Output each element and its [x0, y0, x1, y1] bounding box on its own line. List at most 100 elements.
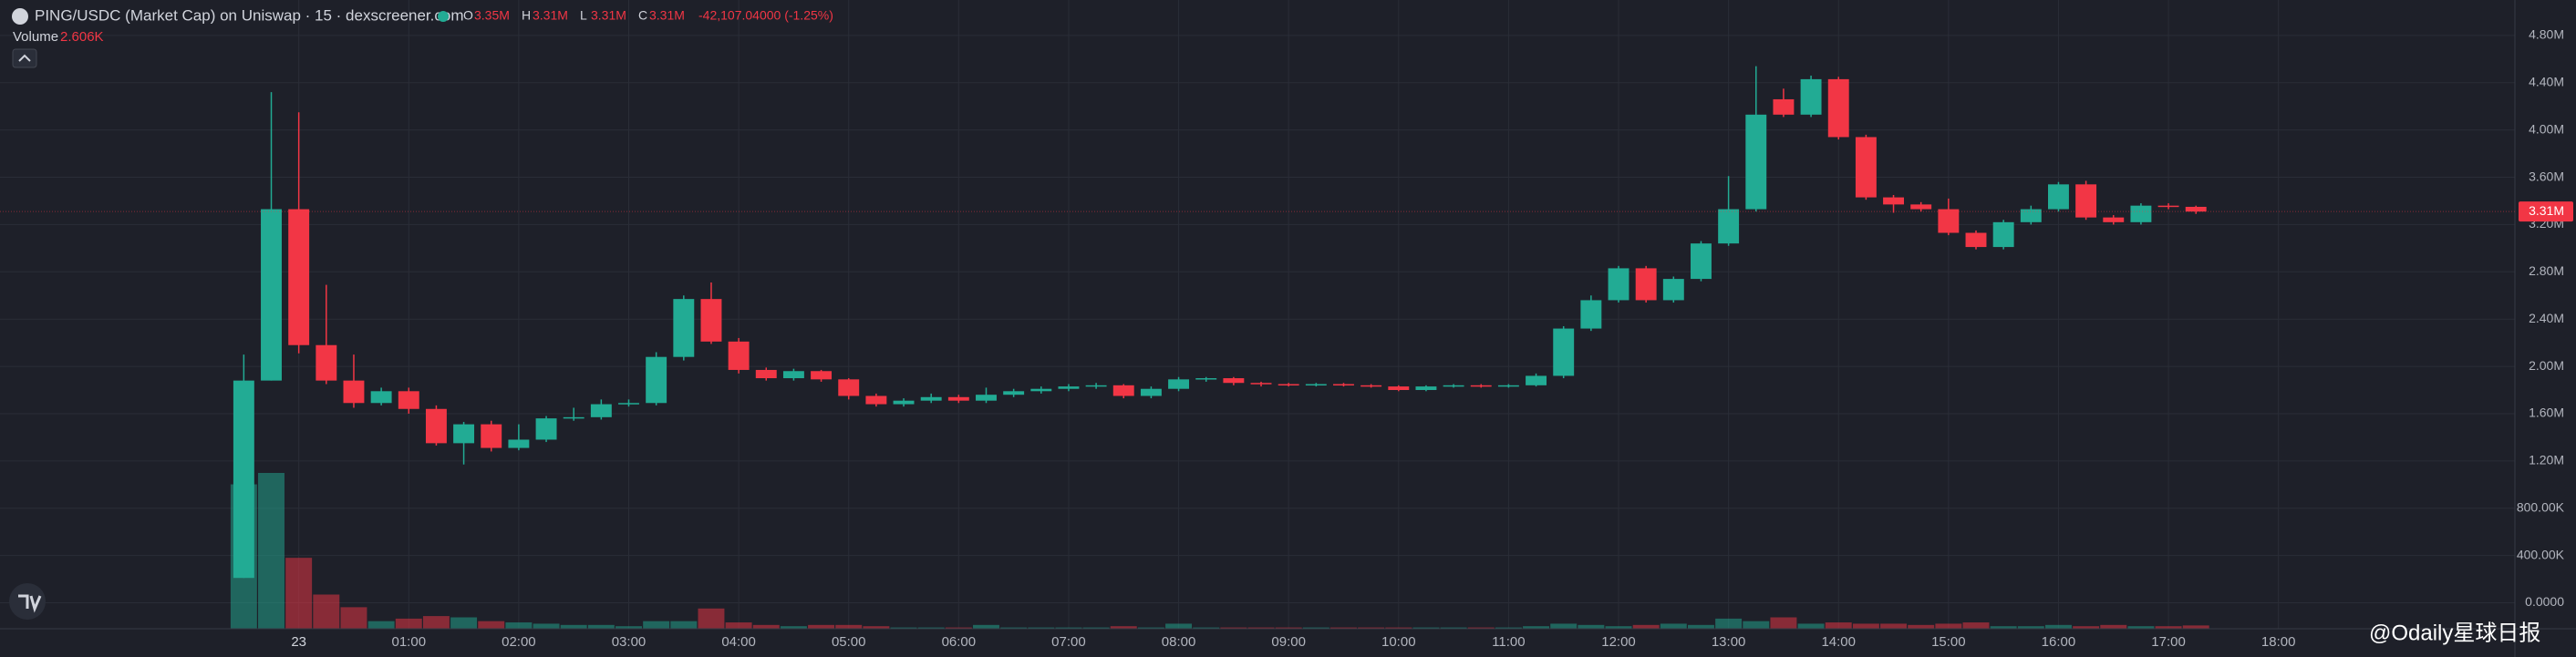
volume-bar	[890, 627, 917, 629]
candle-layer	[233, 66, 2207, 579]
candle-body	[1388, 386, 1410, 391]
y-tick-label: 3.60M	[2529, 169, 2564, 183]
volume-bar	[917, 627, 945, 629]
collapse-button[interactable]	[12, 48, 37, 68]
candle-body	[646, 356, 667, 404]
candle-body	[1168, 379, 1190, 389]
y-tick-label: 1.60M	[2529, 405, 2564, 420]
y-tick-label: 400.00K	[2517, 547, 2565, 561]
volume-bar	[643, 621, 670, 629]
candle-body	[2103, 217, 2125, 222]
ohlc-value: 3.31M	[591, 8, 626, 23]
candle-body	[1003, 391, 1025, 395]
volume-bar	[1193, 627, 1220, 629]
volume-bar	[422, 616, 450, 629]
candle-body	[1635, 268, 1657, 301]
volume-bar	[2017, 626, 2044, 629]
candle-body	[1608, 268, 1629, 301]
volume-bar	[1523, 626, 1550, 629]
volume-bar	[1550, 623, 1578, 629]
volume-bar	[670, 621, 698, 629]
y-tick-label: 0.0000	[2525, 594, 2564, 609]
candle-body	[2157, 205, 2179, 208]
x-tick-label: 04:00	[721, 634, 756, 650]
candle-body	[755, 369, 777, 379]
volume-bar	[1467, 627, 1495, 629]
volume-bar	[1110, 626, 1137, 629]
volume-bar	[505, 622, 533, 629]
candle-body	[811, 371, 833, 380]
volume-bar	[533, 623, 560, 629]
y-tick-label: 2.80M	[2529, 263, 2564, 278]
ohlc-legend: O 3.35M H 3.31M L 3.31M C 3.31M -42,107.04000 (-…	[463, 8, 833, 23]
candle-body	[563, 416, 585, 419]
candle-body	[1443, 385, 1464, 387]
candle-body	[1415, 386, 1437, 391]
candle-body	[1773, 98, 1795, 115]
candle-body	[673, 299, 695, 357]
ohlc-letter: L	[580, 8, 587, 23]
volume-bar	[1880, 623, 1908, 629]
x-tick-label: 13:00	[1712, 634, 1746, 650]
last-price-label: 3.31M	[2529, 203, 2564, 218]
volume-value: 2.606K	[60, 29, 104, 45]
x-tick-label: 09:00	[1271, 634, 1306, 650]
candle-body	[1140, 388, 1162, 396]
y-tick-label: 4.40M	[2529, 74, 2564, 88]
volume-bar	[1247, 627, 1275, 629]
candle-body	[1965, 232, 1987, 248]
candle-body	[1112, 385, 1134, 396]
candle-body	[1195, 378, 1217, 380]
status-dot	[438, 11, 449, 22]
x-tick-label: 06:00	[942, 634, 977, 650]
candle-body	[370, 391, 392, 404]
watermark: @Odaily星球日报	[2369, 621, 2540, 645]
volume-bar	[1578, 624, 1605, 629]
candle-body	[947, 396, 969, 401]
volume-bar	[2155, 626, 2182, 629]
y-tick-label: 4.00M	[2529, 121, 2564, 136]
volume-bar	[1358, 627, 1385, 629]
candle-body	[1938, 209, 1960, 233]
x-tick-label: 18:00	[2261, 634, 2296, 650]
candle-body	[425, 408, 447, 444]
candle-body	[1855, 137, 1877, 198]
candle-body	[1360, 385, 1382, 387]
volume-bar	[478, 621, 505, 629]
candle-body	[1250, 383, 1272, 385]
candle-body	[1992, 221, 2014, 248]
y-tick-label: 1.20M	[2529, 453, 2564, 467]
ohlc-value: 3.31M	[533, 8, 568, 23]
candle-body	[343, 380, 365, 404]
volume-bar	[1908, 624, 1935, 629]
volume-bar	[1660, 623, 1687, 629]
candle-body	[1030, 388, 1052, 392]
volume-bar	[2044, 624, 2072, 629]
candle-body	[1526, 375, 1547, 385]
volume-bar	[1220, 627, 1247, 629]
token-icon	[12, 8, 28, 25]
tv-logo-mark	[18, 594, 42, 613]
volume-bar	[1412, 627, 1440, 629]
volume-bar	[1137, 627, 1164, 629]
volume-bar	[698, 608, 725, 629]
candle-body	[618, 403, 639, 405]
candle-body	[782, 371, 804, 379]
volume-bar	[945, 627, 972, 629]
x-tick-label: 02:00	[502, 634, 536, 650]
x-tick-label: 10:00	[1381, 634, 1416, 650]
candle-body	[976, 395, 997, 401]
volume-bar	[258, 473, 284, 629]
volume-bar	[1962, 622, 1990, 629]
candle-body	[1497, 385, 1519, 387]
change-label: -42,107.04000 (-1.25%)	[698, 8, 833, 23]
candle-body	[398, 391, 419, 409]
x-tick-label: 01:00	[392, 634, 427, 650]
volume-bar	[313, 594, 340, 629]
y-tick-label: 800.00K	[2517, 499, 2565, 514]
volume-bar	[367, 621, 395, 629]
y-tick-label: 2.00M	[2529, 358, 2564, 373]
x-tick-label: 14:00	[1821, 634, 1856, 650]
volume-bar	[450, 617, 478, 629]
